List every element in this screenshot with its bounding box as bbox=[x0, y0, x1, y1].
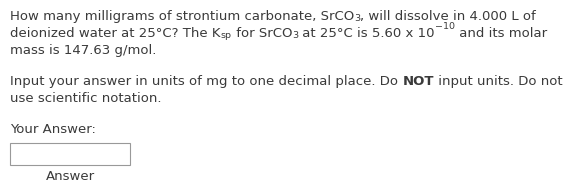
Text: and its molar: and its molar bbox=[455, 27, 547, 40]
Bar bbox=[10, 143, 130, 165]
Text: at 25°C is 5.60 x 10: at 25°C is 5.60 x 10 bbox=[298, 27, 434, 40]
Text: sp: sp bbox=[220, 31, 231, 40]
Text: 3: 3 bbox=[292, 31, 298, 40]
Text: use scientific notation.: use scientific notation. bbox=[10, 92, 161, 105]
Text: input units. Do not: input units. Do not bbox=[434, 75, 563, 88]
Text: Input your answer in units of mg to one decimal place. Do: Input your answer in units of mg to one … bbox=[10, 75, 402, 88]
Text: −10: −10 bbox=[434, 22, 455, 31]
Text: mass is 147.63 g/mol.: mass is 147.63 g/mol. bbox=[10, 44, 156, 57]
Text: deionized water at 25°C? The K: deionized water at 25°C? The K bbox=[10, 27, 220, 40]
Text: How many milligrams of strontium carbonate, SrCO: How many milligrams of strontium carbona… bbox=[10, 10, 354, 23]
Text: Your Answer:: Your Answer: bbox=[10, 123, 96, 136]
Text: Answer: Answer bbox=[45, 170, 94, 183]
Text: for SrCO: for SrCO bbox=[231, 27, 292, 40]
Text: 3: 3 bbox=[354, 14, 360, 23]
Text: , will dissolve in 4.000 L of: , will dissolve in 4.000 L of bbox=[360, 10, 536, 23]
Text: NOT: NOT bbox=[402, 75, 434, 88]
